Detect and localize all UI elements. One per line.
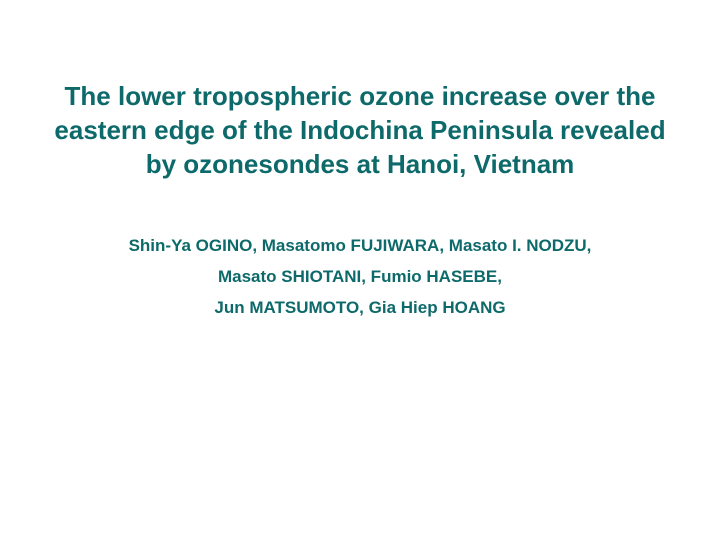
authors-block: Shin-Ya OGINO, Masatomo FUJIWARA, Masato… [129, 231, 592, 323]
authors-line-1: Shin-Ya OGINO, Masatomo FUJIWARA, Masato… [129, 231, 592, 262]
slide-title: The lower tropospheric ozone increase ov… [0, 80, 720, 181]
authors-line-2: Masato SHIOTANI, Fumio HASEBE, [129, 262, 592, 293]
authors-line-3: Jun MATSUMOTO, Gia Hiep HOANG [129, 293, 592, 324]
